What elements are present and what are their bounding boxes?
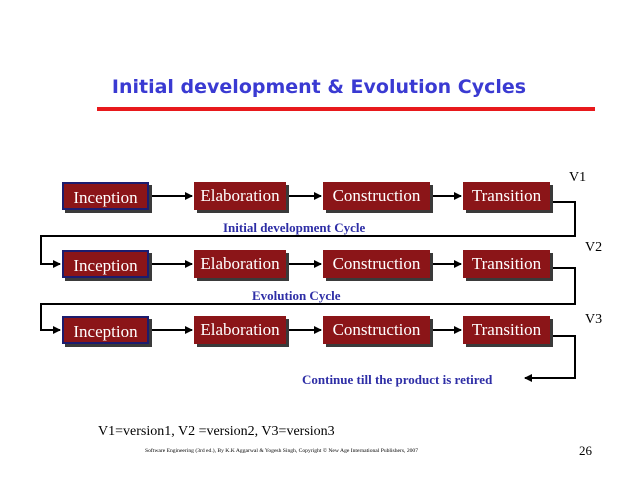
connector-v2 bbox=[40, 267, 576, 334]
copyright-footer: Software Engineering (3rd ed.), By K.K A… bbox=[145, 448, 419, 454]
row2-transition-box: Transition bbox=[463, 250, 550, 278]
slide-title: Initial development & Evolution Cycles bbox=[111, 76, 527, 98]
title-underline bbox=[97, 107, 595, 111]
version-label-v2: V2 bbox=[585, 240, 603, 255]
connector-v1 bbox=[40, 201, 576, 268]
row3-inception-box: Inception bbox=[62, 316, 149, 344]
row1-inception-box: Inception bbox=[62, 182, 149, 210]
continue-till-retired-label: Continue till the product is retired bbox=[302, 372, 493, 387]
row3-elaboration-box: Elaboration bbox=[194, 316, 286, 344]
row2-inception-box: Inception bbox=[62, 250, 149, 278]
version-label-v1: V1 bbox=[569, 170, 587, 185]
row2-construction-box: Construction bbox=[323, 250, 430, 278]
version-legend: V1=version1, V2 =version2, V3=version3 bbox=[98, 424, 335, 439]
page-number: 26 bbox=[579, 443, 592, 458]
row1-transition-box: Transition bbox=[463, 182, 550, 210]
initial-development-cycle-label: Initial development Cycle bbox=[223, 220, 366, 235]
row2-elaboration-box: Elaboration bbox=[194, 250, 286, 278]
row3-transition-box: Transition bbox=[463, 316, 550, 344]
row1-construction-box: Construction bbox=[323, 182, 430, 210]
row1-elaboration-box: Elaboration bbox=[194, 182, 286, 210]
row3-construction-box: Construction bbox=[323, 316, 430, 344]
connector-v3 bbox=[524, 335, 576, 382]
evolution-cycle-label: Evolution Cycle bbox=[252, 288, 341, 303]
version-label-v3: V3 bbox=[585, 312, 603, 327]
